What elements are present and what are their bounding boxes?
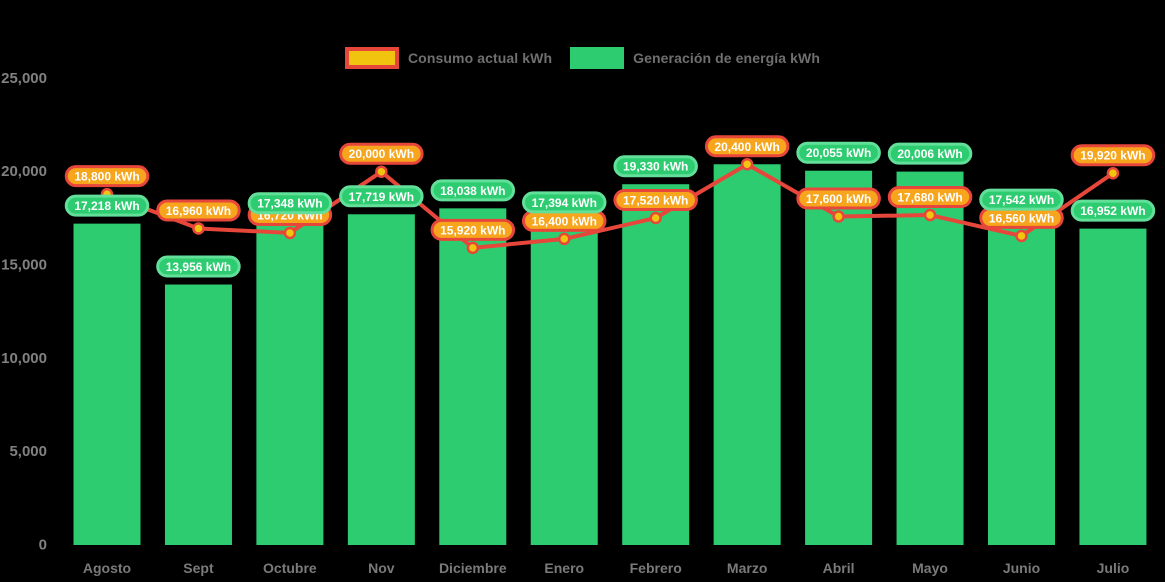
generation-value-pill [430, 179, 516, 202]
generation-value-pill-text: 13,956 kWh [166, 260, 231, 274]
generation-value-pill [979, 188, 1064, 211]
consumption-marker [832, 210, 845, 223]
generation-bar [1079, 228, 1147, 546]
generation-value-pill-text: 18,038 kWh [440, 184, 505, 198]
x-axis-month-label: Marzo [727, 560, 767, 576]
consumption-value-pill-text: 16,400 kWh [532, 214, 597, 228]
generation-value-pill [339, 185, 424, 208]
consumption-value-pill [613, 189, 698, 212]
generation-bar [164, 284, 232, 545]
generation-bar [896, 171, 964, 545]
x-axis-month-label: Octubre [263, 560, 317, 576]
x-axis-month-label: Sept [183, 560, 214, 576]
generation-bar [256, 221, 324, 546]
y-axis-tick-label: 5,000 [9, 443, 47, 460]
x-axis-month-label: Agosto [83, 560, 131, 576]
consumption-value-pill [1070, 144, 1156, 167]
generation-value-pill-text: 17,218 kWh [74, 199, 139, 213]
generation-value-pill-text: 17,394 kWh [532, 196, 597, 210]
generation-bar [73, 223, 141, 545]
generation-value-pill-text: 20,055 kWh [806, 146, 871, 160]
consumption-marker [558, 232, 571, 246]
consumption-value-pill [339, 142, 424, 165]
generation-value-pill-text: 16,952 kWh [1080, 204, 1145, 218]
consumption-marker [923, 208, 937, 222]
generation-value-pill [247, 192, 333, 215]
generation-value-pill [156, 255, 241, 278]
consumption-value-pill [430, 218, 516, 241]
generation-value-pill [1070, 199, 1156, 222]
consumption-value-pill [156, 199, 241, 222]
consumption-value-pill-text: 19,920 kWh [1080, 149, 1145, 163]
consumption-value-pill [796, 187, 881, 210]
generation-bar [439, 208, 507, 546]
consumption-line [105, 162, 1115, 250]
x-axis-month-label: Junio [1003, 560, 1040, 576]
generation-value-pill [887, 142, 973, 165]
generation-bar [988, 217, 1055, 545]
consumption-value-pill-text: 17,520 kWh [623, 194, 688, 208]
x-axis-month-label: Enero [544, 560, 584, 576]
consumption-value-pill-text: 17,680 kWh [897, 191, 962, 205]
consumption-value-pill-text: 15,920 kWh [440, 223, 505, 237]
consumption-marker [192, 222, 205, 235]
generation-value-pill-text: 17,348 kWh [257, 197, 322, 211]
consumption-marker [283, 226, 297, 240]
consumption-marker [466, 241, 480, 255]
generation-value-pill-text: 17,542 kWh [989, 193, 1054, 207]
x-axis-month-label: Julio [1097, 560, 1130, 576]
generation-bar [622, 184, 690, 545]
consumption-marker [649, 211, 662, 225]
y-axis-tick-label: 0 [39, 537, 47, 554]
generation-value-pill-text: 20,006 kWh [897, 147, 962, 161]
chart-legend: Consumo actual kWh Generación de energía… [0, 47, 1165, 69]
consumption-marker [1106, 166, 1120, 180]
generation-bar [530, 220, 598, 545]
generation-value-pill [522, 191, 607, 214]
generacion-swatch-icon [570, 47, 625, 69]
legend-label-generacion: Generación de energía kWh [633, 50, 821, 66]
x-axis-month-label: Nov [368, 560, 395, 576]
generation-value-pill-text: 17,719 kWh [349, 190, 414, 204]
generation-bar [713, 164, 781, 545]
consumption-value-pill-text: 16,960 kWh [166, 204, 231, 218]
x-axis-month-label: Mayo [912, 560, 948, 576]
x-axis-month-label: Abril [823, 560, 855, 576]
y-axis-tick-label: 25,000 [1, 70, 47, 87]
generation-bar [347, 214, 415, 545]
generation-value-pill [64, 194, 150, 217]
generation-value-pill [613, 155, 698, 178]
consumption-value-pill [704, 135, 790, 158]
consumption-value-pill-text: 18,800 kWh [74, 170, 139, 184]
consumption-value-pill-text: 20,000 kWh [349, 147, 414, 161]
generation-value-pill [796, 141, 881, 164]
consumption-value-pill-text: 16,560 kWh [989, 211, 1054, 225]
consumption-value-pill-text: 17,600 kWh [806, 192, 871, 206]
consumo-swatch-icon [344, 47, 399, 69]
x-axis-month-label: Diciembre [439, 560, 507, 576]
generation-bar [805, 170, 873, 545]
consumption-value-pill [887, 186, 973, 209]
consumption-marker [375, 165, 388, 178]
consumption-value-pill [64, 165, 150, 188]
legend-item-consumo[interactable]: Consumo actual kWh [344, 47, 553, 69]
y-axis-tick-label: 10,000 [1, 350, 47, 367]
legend-label-consumo: Consumo actual kWh [407, 50, 553, 66]
y-axis-tick-label: 15,000 [1, 257, 47, 274]
legend-item-generacion[interactable]: Generación de energía kWh [570, 47, 820, 69]
x-axis-month-label: Febrero [630, 560, 682, 576]
consumption-marker [1015, 229, 1028, 243]
consumption-value-pill-text: 20,400 kWh [714, 140, 779, 154]
consumption-marker [740, 158, 754, 171]
generation-value-pill-text: 19,330 kWh [623, 160, 688, 174]
y-axis-tick-label: 20,000 [1, 163, 47, 180]
